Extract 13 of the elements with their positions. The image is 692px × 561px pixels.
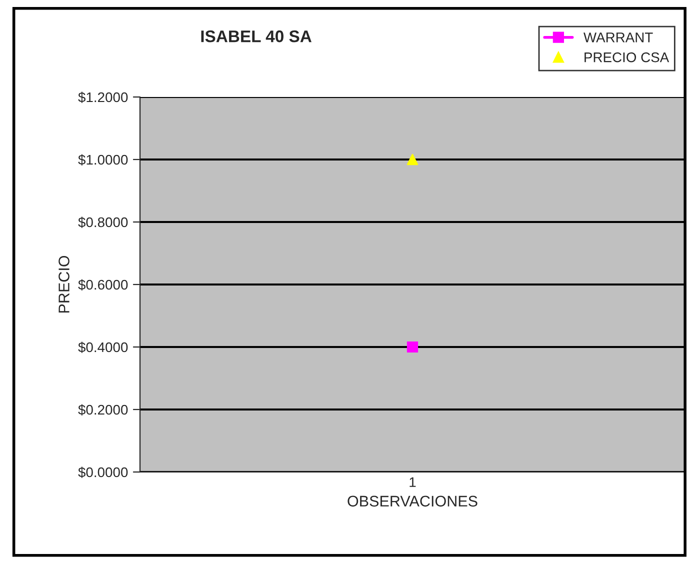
y-tick-label: $0.8000 — [78, 216, 128, 228]
x-tick-label: 1 — [410, 477, 416, 487]
y-tick-label: $1.0000 — [78, 154, 128, 166]
legend-label: WARRANT — [584, 32, 653, 42]
y-tick-label: $0.2000 — [78, 404, 128, 416]
y-tick-label: $0.0000 — [78, 466, 128, 478]
y-tick-label: $0.6000 — [78, 279, 128, 290]
y-tick-label: $0.4000 — [78, 342, 128, 353]
x-axis-title: OBSERVACIONES — [348, 496, 478, 507]
y-tick-label: $1.2000 — [78, 92, 128, 103]
legend-label: PRECIO CSA — [584, 52, 670, 62]
y-axis-title: PRECIO — [58, 256, 70, 313]
chart-title: ISABEL 40 SA — [201, 30, 312, 42]
